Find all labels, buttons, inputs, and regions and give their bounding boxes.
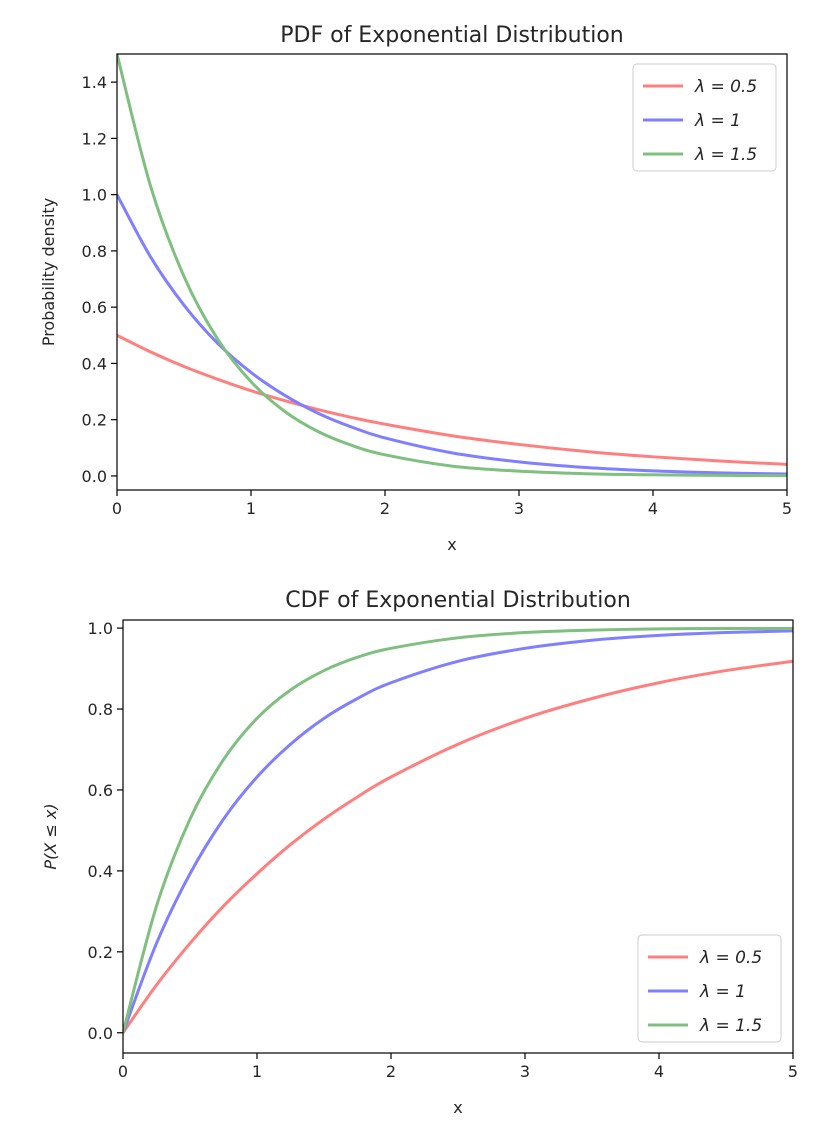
- legend-box: [637, 934, 782, 1043]
- legend-box: [632, 63, 777, 172]
- pdf-chart: 0 1 2 3 4 5 0.0 0.2 0.4 0.6 0.8 1.0 1.2 1.4 PDF of Exp…: [39, 23, 792, 554]
- x-tick-label-2: 2: [380, 499, 390, 518]
- x-tick-label-3: 3: [520, 1062, 530, 1081]
- y-tick-label-0: 0.0: [82, 467, 107, 486]
- x-tick-label-1: 1: [246, 499, 256, 518]
- legend: λ = 0.5 λ = 1 λ = 1.5: [637, 934, 782, 1043]
- legend-label-1: λ = 1: [699, 982, 746, 1002]
- y-tick-label-7: 1.4: [82, 73, 107, 92]
- y-tick-label-1: 0.2: [82, 411, 107, 430]
- y-tick-label-4: 0.8: [82, 242, 107, 261]
- x-tick-label-0: 0: [112, 499, 122, 518]
- x-tick-label-0: 0: [118, 1062, 128, 1081]
- x-tick-label-5: 5: [782, 499, 792, 518]
- y-tick-label-3: 0.6: [88, 781, 113, 800]
- legend: λ = 0.5 λ = 1 λ = 1.5: [632, 63, 777, 172]
- x-tick-label-4: 4: [654, 1062, 664, 1081]
- y-tick-label-5: 1.0: [88, 619, 113, 638]
- series-line-2: [123, 626, 793, 1034]
- series-line-1: [123, 629, 793, 1034]
- y-tick-label-2: 0.4: [82, 354, 107, 373]
- x-axis-label: x: [453, 1098, 462, 1117]
- y-tick-label-1: 0.2: [88, 943, 113, 962]
- y-axis-label: Probability density: [39, 198, 58, 346]
- chart-title: CDF of Exponential Distribution: [285, 588, 631, 613]
- cdf-chart: 0 1 2 3 4 5 0.0 0.2 0.4 0.6 0.8 1.0 CDF of Exponenti…: [41, 588, 798, 1117]
- y-tick-label-5: 1.0: [82, 186, 107, 205]
- legend-label-2: λ = 1.5: [699, 1016, 762, 1036]
- x-tick-label-3: 3: [514, 499, 524, 518]
- x-tick-label-4: 4: [648, 499, 658, 518]
- x-tick-label-5: 5: [788, 1062, 798, 1081]
- chart-title: PDF of Exponential Distribution: [280, 23, 624, 48]
- legend-label-0: λ = 0.5: [694, 77, 757, 97]
- legend-label-0: λ = 0.5: [699, 948, 762, 968]
- series-line-0: [117, 333, 787, 466]
- plot-frame: [116, 53, 788, 491]
- y-tick-label-2: 0.4: [88, 862, 113, 881]
- y-tick-label-3: 0.6: [82, 298, 107, 317]
- series-line-1: [117, 193, 787, 476]
- series-line-2: [117, 54, 787, 478]
- plot-frame: [122, 619, 794, 1054]
- x-tick-label-1: 1: [252, 1062, 262, 1081]
- y-tick-label-6: 1.2: [82, 129, 107, 148]
- plot-area: [117, 54, 787, 478]
- y-axis-label: P(X ≤ x): [41, 803, 60, 869]
- y-tick-label-4: 0.8: [88, 700, 113, 719]
- legend-label-2: λ = 1.5: [694, 145, 757, 165]
- plot-area: [123, 626, 793, 1034]
- series-line-0: [123, 659, 793, 1034]
- legend-label-1: λ = 1: [694, 111, 741, 131]
- x-axis-label: x: [447, 535, 456, 554]
- y-tick-label-0: 0.0: [88, 1024, 113, 1043]
- x-tick-label-2: 2: [386, 1062, 396, 1081]
